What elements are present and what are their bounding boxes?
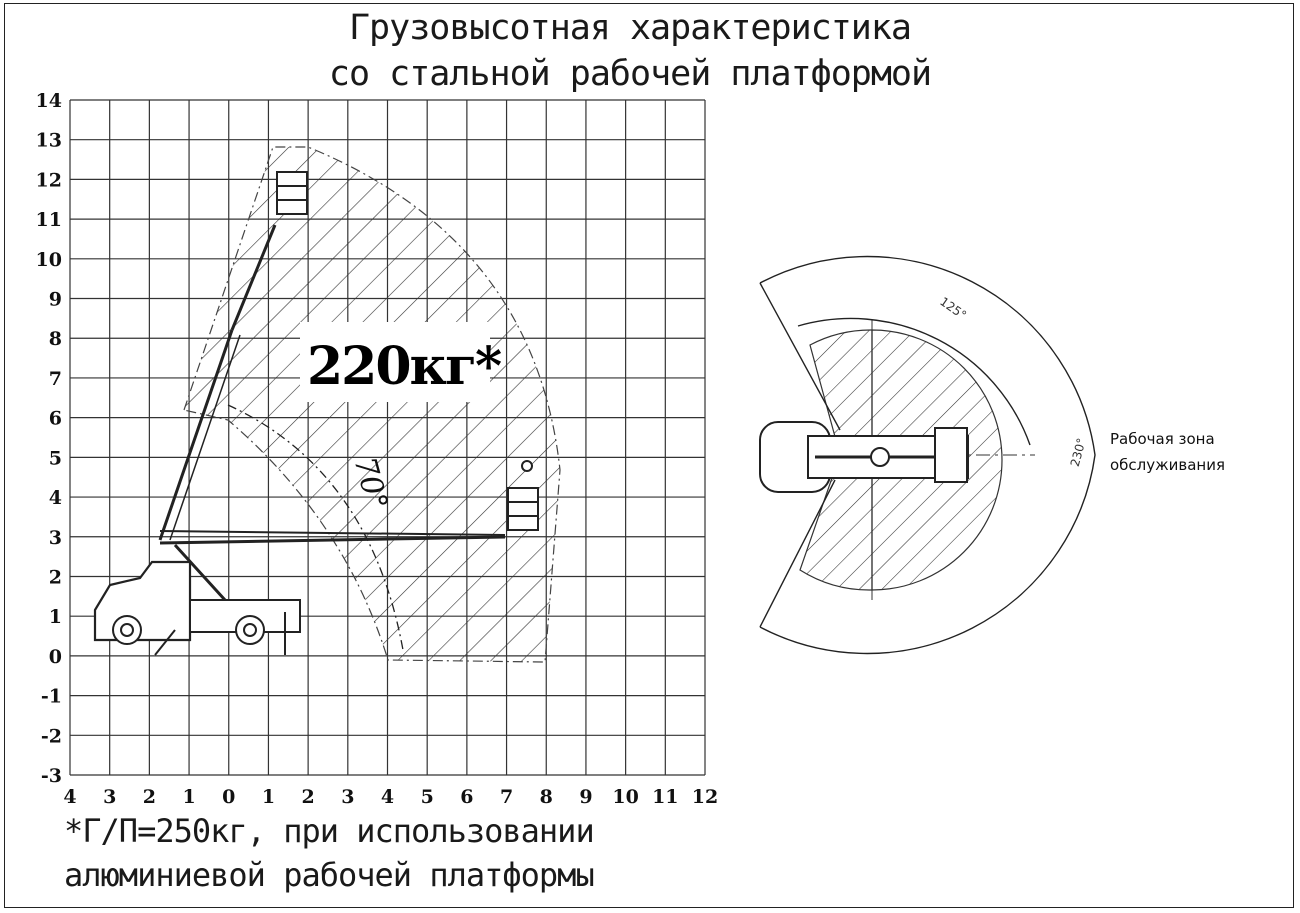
load-capacity-label: 220кг*: [307, 336, 502, 397]
truck-illustration: [93, 171, 539, 656]
x-tick-label: 1: [182, 786, 195, 808]
y-tick-label: 7: [49, 368, 62, 390]
y-tick-label: 5: [49, 447, 62, 469]
x-tick-label: 10: [612, 786, 638, 808]
x-tick-label: 3: [341, 786, 354, 808]
x-tick-label: 6: [460, 786, 473, 808]
x-tick-label: 5: [421, 786, 434, 808]
y-tick-label: -3: [41, 765, 62, 787]
x-tick-label: 4: [381, 786, 394, 808]
x-tick-label: 3: [103, 786, 116, 808]
diagram-title-line2: со стальной рабочей платформой: [328, 54, 932, 94]
y-tick-label: 8: [49, 328, 62, 350]
diagram-title-line1: Грузовысотная характеристика: [348, 8, 912, 48]
angle-230-label: 230°: [1068, 437, 1089, 469]
x-tick-label: 9: [579, 786, 592, 808]
x-tick-label: 1: [262, 786, 275, 808]
y-tick-label: 14: [36, 90, 62, 112]
footnote-line2: алюминиевой рабочей платформы: [64, 856, 595, 894]
x-tick-label: 7: [500, 786, 513, 808]
service-zone-label-line2: обслуживания: [1110, 456, 1225, 474]
y-tick-label: 12: [36, 169, 62, 191]
y-tick-label: 13: [36, 130, 62, 152]
y-tick-label: -1: [41, 686, 62, 708]
y-tick-label: 11: [36, 209, 62, 231]
y-tick-label: 3: [49, 527, 62, 549]
y-tick-label: 4: [49, 487, 62, 509]
footnote-line1: *Г/П=250кг, при использовании: [64, 812, 595, 850]
y-tick-label: 2: [49, 566, 62, 588]
x-tick-label: 0: [222, 786, 235, 808]
x-tick-label: 12: [692, 786, 718, 808]
x-tick-label: 4: [63, 786, 76, 808]
y-tick-label: 6: [49, 408, 62, 430]
y-tick-label: 10: [36, 249, 62, 271]
x-tick-label: 2: [143, 786, 156, 808]
x-tick-label: 8: [540, 786, 553, 808]
x-tick-label: 2: [302, 786, 315, 808]
working-zone-side: [183, 146, 561, 663]
y-tick-label: 0: [49, 646, 62, 668]
x-tick-label: 11: [652, 786, 678, 808]
service-zone-label-line1: Рабочая зона: [1110, 430, 1215, 448]
top-view-zone: [759, 255, 1096, 655]
diagram-frame: [4, 3, 1294, 908]
y-tick-label: 1: [49, 606, 62, 628]
x-axis-labels: 4 3 2 1 0 1 2 3 4 5 6 7 8 9 10 11 12: [63, 786, 718, 808]
y-tick-label: 9: [49, 289, 62, 311]
angle-125-label: 125°: [937, 294, 969, 322]
y-tick-label: -2: [41, 725, 62, 747]
